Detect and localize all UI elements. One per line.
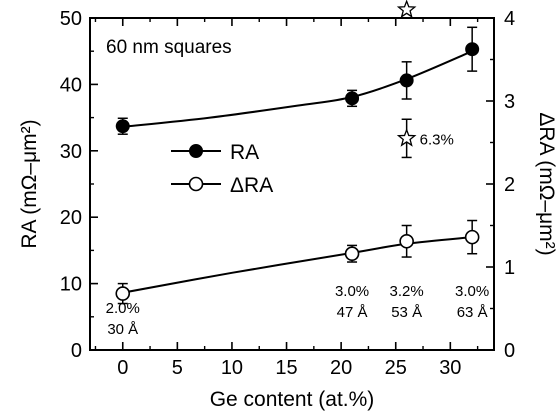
data-label: 30 Å — [107, 321, 138, 338]
x-axis-title: Ge content (at.%) — [210, 388, 375, 411]
data-point-filled-circle — [399, 73, 414, 88]
data-label: 63 Å — [457, 304, 488, 321]
data-label: 6.3% — [420, 131, 454, 148]
y-right-axis-title: ΔRA (mΩ–μm²) — [535, 112, 556, 255]
y-left-tick-label: 0 — [71, 340, 82, 362]
point-annotations: 2.0% 30 Å 3.0% 47 Å 3.2% 53 Å 3.0% 63 Å 6.3% — [106, 131, 490, 338]
fit-curve — [122, 236, 473, 294]
data-markers — [115, 0, 480, 301]
y-left-tick-label: 20 — [60, 207, 82, 229]
x-tick-label: 20 — [330, 357, 352, 379]
data-label: 3.0% — [335, 283, 369, 300]
data-point-open-circle — [464, 229, 480, 245]
data-point-filled-circle — [345, 91, 360, 106]
y-left-tick-label: 40 — [60, 74, 82, 96]
legend-label: RA — [230, 141, 259, 164]
x-tick-label: 5 — [172, 357, 183, 379]
y-left-tick-label: 10 — [60, 274, 82, 296]
data-point-open-circle — [188, 176, 204, 192]
y-right-tick-label: 0 — [504, 340, 515, 362]
fit-curve — [122, 50, 473, 128]
y-left-tick-label: 30 — [60, 141, 82, 163]
y-right-tick-label: 4 — [504, 8, 515, 30]
data-point-open-star — [396, 128, 417, 147]
legend: RA ΔRA — [171, 141, 273, 197]
data-label: 3.0% — [455, 283, 489, 300]
y-right-tick-label: 2 — [504, 174, 515, 196]
data-point-filled-circle — [189, 144, 203, 158]
y-left-tick-label: 50 — [60, 8, 82, 30]
data-label: 47 Å — [337, 304, 368, 321]
x-tick-label: 0 — [117, 357, 128, 379]
x-tick-label: 10 — [221, 357, 243, 379]
data-label: 53 Å — [391, 304, 422, 321]
y-right-tick-label: 1 — [504, 257, 515, 279]
legend-label: ΔRA — [230, 174, 273, 197]
data-point-open-circle — [344, 246, 360, 262]
data-label: 3.2% — [390, 283, 424, 300]
data-point-open-circle — [399, 233, 414, 249]
data-point-open-circle — [115, 286, 131, 301]
y-right-tick-label: 3 — [504, 91, 515, 113]
data-point-open-star — [396, 0, 417, 19]
x-tick-label: 30 — [439, 357, 461, 379]
x-tick-label: 15 — [275, 357, 297, 379]
chart-title: 60 nm squares — [106, 37, 232, 58]
data-point-filled-circle — [465, 42, 480, 57]
axes: 0 5 10 15 20 25 30 0 10 20 30 40 50 0 1 2 3 4 Ge content (… — [18, 8, 556, 411]
y-left-axis-title: RA (mΩ–μm²) — [18, 119, 41, 248]
fit-curves — [122, 50, 473, 294]
data-point-filled-circle — [115, 119, 130, 134]
x-tick-label: 25 — [385, 357, 407, 379]
data-label: 2.0% — [106, 300, 140, 317]
